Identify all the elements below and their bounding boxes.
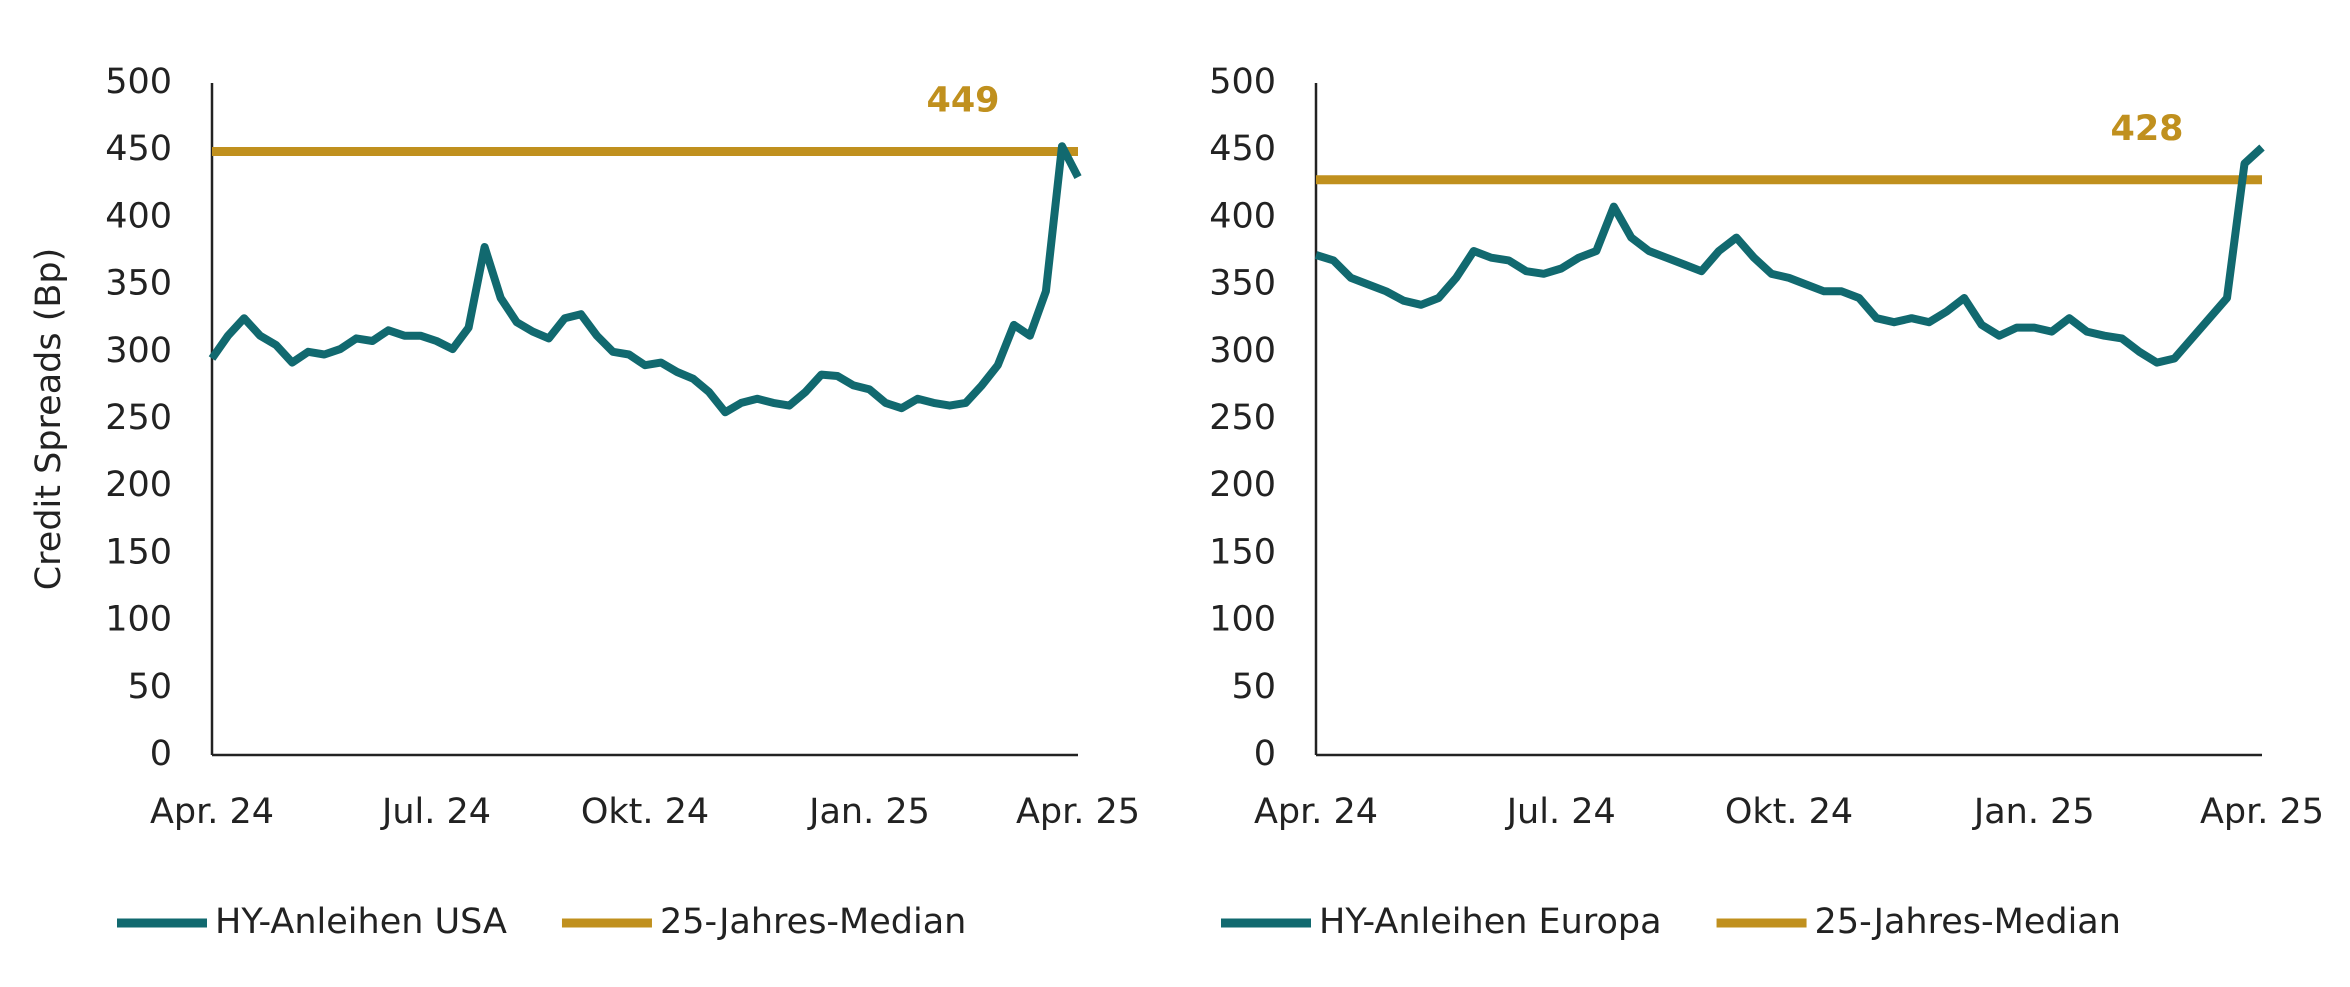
- y-tick-label: 150: [105, 532, 172, 572]
- series-line: [1314, 144, 2265, 367]
- legend-label: HY-Anleihen Europa: [1319, 902, 1662, 942]
- x-tick-label: Apr. 25: [1016, 792, 1140, 832]
- y-axis-title: Credit Spreads (Bp): [29, 248, 69, 591]
- x-tick-label: Okt. 24: [1725, 792, 1853, 832]
- median-label: 449: [926, 81, 999, 121]
- y-tick-label: 350: [105, 264, 172, 304]
- legend-label: 25-Jahres-Median: [1815, 902, 2121, 942]
- y-tick-label: 450: [1209, 129, 1276, 169]
- y-tick-label: 100: [1209, 600, 1276, 640]
- y-tick-label: 100: [105, 600, 172, 640]
- x-tick-label: Jan. 25: [1972, 792, 2095, 832]
- series-line: [208, 142, 1082, 417]
- x-tick-label: Okt. 24: [581, 792, 709, 832]
- y-tick-label: 350: [1209, 264, 1276, 304]
- legend-label: 25-Jahres-Median: [660, 902, 966, 942]
- x-tick-label: Apr. 25: [2200, 792, 2324, 832]
- y-tick-label: 400: [1209, 196, 1276, 236]
- y-tick-label: 50: [1231, 667, 1276, 707]
- x-tick-label: Jan. 25: [807, 792, 930, 832]
- x-tick-label: Jul. 24: [380, 792, 491, 832]
- x-tick-label: Apr. 24: [150, 792, 274, 832]
- y-tick-label: 450: [105, 129, 172, 169]
- y-tick-label: 500: [1209, 62, 1276, 102]
- y-tick-label: 50: [127, 667, 172, 707]
- y-tick-label: 200: [1209, 465, 1276, 505]
- x-tick-label: Apr. 24: [1254, 792, 1378, 832]
- y-tick-label: 0: [150, 734, 172, 774]
- x-tick-label: Jul. 24: [1505, 792, 1616, 832]
- median-label: 428: [2110, 109, 2183, 149]
- y-tick-label: 400: [105, 196, 172, 236]
- y-tick-label: 250: [1209, 398, 1276, 438]
- y-tick-label: 500: [105, 62, 172, 102]
- y-tick-label: 300: [105, 331, 172, 371]
- y-tick-label: 200: [105, 465, 172, 505]
- legend-label: HY-Anleihen USA: [215, 902, 507, 942]
- y-tick-label: 150: [1209, 532, 1276, 572]
- y-tick-label: 300: [1209, 331, 1276, 371]
- y-tick-label: 250: [105, 398, 172, 438]
- y-tick-label: 0: [1254, 734, 1276, 774]
